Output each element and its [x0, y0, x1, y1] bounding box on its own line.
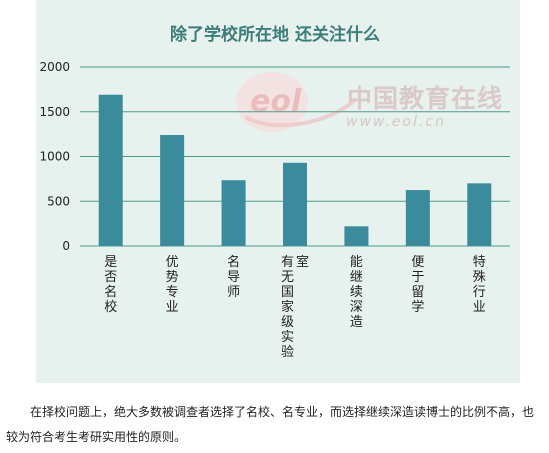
- x-axis-labels: 是否名校 优势专业 名导师 有无国家级实验室 能继续深造 便于留学 特殊行业: [104, 254, 486, 360]
- x-tick-label: 有无国家级实验室: [281, 254, 309, 360]
- bar: [467, 183, 492, 246]
- bar: [221, 180, 246, 246]
- bars: [98, 94, 492, 247]
- watermark-url: www.eol.cn: [346, 114, 446, 130]
- x-tick-label: 是否名校: [104, 255, 117, 315]
- y-tick-label: 1500: [39, 105, 70, 119]
- y-tick-label: 1000: [39, 150, 70, 164]
- caption-text: 在择校问题上，绝大多数被调查者选择了名校、名专业，而选择继续深造读博士的比例不高…: [6, 405, 535, 444]
- x-tick-label: 特殊行业: [473, 255, 486, 315]
- x-tick-label: 能继续深造: [350, 255, 363, 330]
- y-tick-label: 0: [62, 239, 70, 253]
- x-tick-label: 优势专业: [166, 255, 179, 315]
- watermark-brand: 中国教育在线: [347, 84, 504, 113]
- x-tick-label: 名导师: [227, 254, 240, 300]
- bar: [344, 226, 369, 246]
- y-tick-label: 2000: [39, 60, 70, 74]
- bar-chart: 除了学校所在地 还关注什么 0 500 1000 1500 2000 是否名校 优势专业 名…: [39, 24, 510, 360]
- bar: [98, 94, 123, 247]
- y-axis: 0 500 1000 1500 2000: [39, 60, 70, 253]
- x-tick-label: 便于留学: [411, 255, 424, 315]
- y-tick-label: 500: [47, 194, 70, 208]
- bar: [283, 162, 307, 246]
- chart-title: 除了学校所在地 还关注什么: [170, 24, 380, 45]
- bar: [160, 135, 185, 246]
- bar: [405, 190, 430, 246]
